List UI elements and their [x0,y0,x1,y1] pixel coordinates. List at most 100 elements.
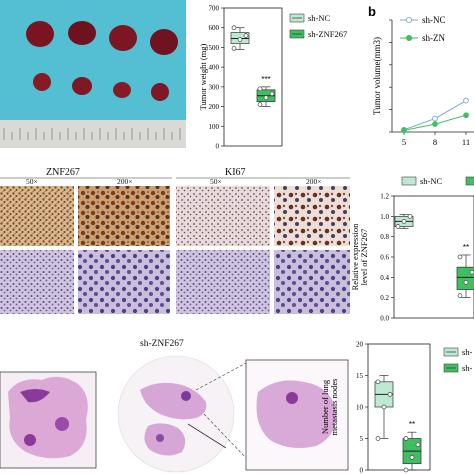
legend-label: sh-ZN [422,33,445,43]
lung-nodes-chart: 0 5 10 15 20 Number of lung metastasis nodes **… [320,341,473,474]
data-point [387,392,393,397]
significance-label: ** [409,420,415,429]
data-point [231,46,237,51]
data-point [415,442,421,448]
data-point [407,213,413,219]
y-tick-label: 10 [356,404,364,412]
y-axis-label: Tumor volume(mm3) [372,37,382,115]
y-axis-label: level of ZNF267 [359,229,369,286]
legend-label: sh-ZNF267 [308,29,347,39]
lung-title: sh-ZNF267 [140,339,184,349]
ihc-mag-znf-high: 200× [117,177,132,186]
legend-label: sh-NC [308,13,331,23]
data-point [257,102,263,107]
series-point [432,115,438,122]
ihc-mag-ki-low: 50× [210,177,222,186]
data-point [457,293,463,298]
tumor-nc-3 [109,25,137,51]
y-axis-label: Number of lung [320,379,330,434]
series-point [463,112,469,119]
legend-swatch [465,176,474,186]
y-tick-label: 0 [216,143,220,151]
ihc-mag-znf-low: 50× [26,177,38,186]
y-axis-label: Relative expression [350,223,360,291]
tumor-volume-chart: 5 8 11 Tumor volume(mm3) sh-NC sh-ZN [372,15,474,147]
tumor-photo [0,0,186,148]
legend-label: sh- [462,347,473,357]
y-tick-label: 1.0 [380,213,389,221]
data-point [401,219,407,224]
legend-swatch [401,176,417,186]
data-point [375,379,381,385]
ihc-ki-nc-50 [176,186,270,246]
y-tick-label: 600 [209,24,220,32]
x-tick-label: 8 [433,137,437,147]
data-point [403,467,409,473]
y-tick-label: 500 [209,44,220,52]
ihc-marker-ki67: KI67 [225,167,246,178]
data-point [457,254,463,260]
ihc-ki-nc-200 [274,186,350,246]
y-tick-label: 700 [209,5,220,13]
data-point [409,455,415,460]
data-point [231,25,237,31]
data-point [237,37,243,42]
tumor-kd-4 [151,83,169,101]
series-point [432,121,438,128]
data-point [463,280,469,285]
legend-marker [405,34,413,42]
data-point [243,33,249,38]
legend-label: sh-NC [420,176,443,186]
y-tick-label: 200 [209,103,220,111]
tumor-kd-1 [33,73,51,91]
series-point [401,127,407,134]
tumor-kd-3 [113,82,131,98]
y-tick-label: 15 [356,372,364,380]
data-point [381,404,387,410]
y-tick-label: 20 [356,341,364,349]
panel-b-label: b [368,4,376,19]
legend-marker [405,16,413,24]
y-axis-label: Tumor weight (mg) [198,43,208,110]
legend-label: sh- [462,363,473,373]
ihc-znf-nc-50 [0,186,74,246]
legend-label: sh-NC [422,15,446,25]
y-tick-label: 0.0 [380,315,389,323]
y-tick-label: 0.6 [380,254,389,262]
lung-histology: sh-ZNF267 [0,339,349,473]
significance-label: *** [261,75,270,84]
y-axis-label: metastasis nodes [329,379,339,436]
ihc-panel: ZNF267 KI67 50× 200× 50× 200× [0,167,350,314]
tumor-kd-2 [72,77,92,95]
x-tick-label: 11 [462,137,470,147]
data-point [263,95,269,101]
ihc-znf-kd-50 [0,250,74,314]
data-point [257,86,263,92]
tumor-nc-2 [68,21,96,45]
tumor-nc-4 [150,29,178,55]
y-tick-label: 0.2 [380,294,389,302]
ihc-mag-ki-high: 200× [306,177,321,186]
y-tick-label: 0.8 [380,233,389,241]
y-tick-label: 0.4 [380,274,389,282]
y-tick-label: 1.2 [380,193,389,201]
data-point [269,91,275,97]
y-tick-label: 100 [209,123,220,131]
ihc-marker-znf267: ZNF267 [46,167,80,178]
relative-expression-chart: 0.0 0.2 0.4 0.6 0.8 1.0 1.2 Relative expression… [350,176,474,323]
tumor-weight-chart: 0 100 200 300 400 500 600 700 Tumor weight (mg) *… [198,5,347,151]
series-point [463,97,469,104]
y-tick-label: 300 [209,83,220,91]
tumor-nc-1 [26,21,54,47]
significance-label: ** [463,243,469,252]
data-point [403,436,409,441]
x-tick-label: 5 [402,137,406,147]
plot-frame [223,7,283,147]
ihc-ki-kd-50 [176,250,270,314]
y-tick-label: 400 [209,64,220,72]
y-tick-label: 0 [360,467,364,474]
data-point [395,224,401,229]
ihc-ki-kd-200 [274,250,350,314]
data-point [375,436,381,441]
